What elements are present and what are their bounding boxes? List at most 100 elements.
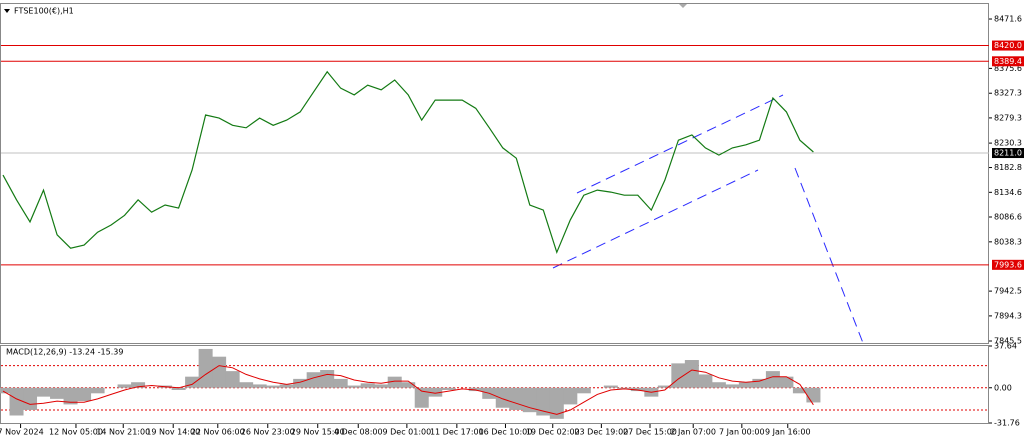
x-tick-label: 29 Nov 15:00	[291, 428, 345, 437]
x-tick-label: 27 Dec 15:00	[623, 428, 677, 437]
x-tick-label: 7 Nov 2024	[0, 428, 44, 437]
level-label: 8211.0	[994, 149, 1022, 158]
x-tick-label: 9 Dec 01:00	[383, 428, 432, 437]
macd-bar	[563, 387, 578, 405]
macd-bar	[212, 356, 227, 388]
macd-bar	[77, 387, 92, 402]
level-label: 7993.6	[994, 260, 1022, 269]
macd-bar	[738, 382, 753, 388]
x-tick-label: 19 Dec 02:00	[526, 428, 580, 437]
macd-bar	[792, 387, 807, 394]
macd-bar	[752, 378, 767, 388]
macd-bar	[347, 385, 362, 388]
macd-bar	[198, 348, 213, 388]
macd-bar	[360, 383, 375, 388]
macd-bar	[225, 371, 240, 388]
y-tick-label: -31.76	[994, 419, 1020, 428]
x-tick-label: 11 Dec 17:00	[430, 428, 484, 437]
level-label-box	[992, 259, 1024, 270]
macd-bar	[0, 387, 11, 394]
macd-bar	[185, 376, 200, 388]
x-tick-label: 16 Dec 10:00	[479, 428, 533, 437]
macd-bar	[779, 376, 794, 388]
y-tick-label: 8230.3	[994, 139, 1022, 148]
macd-bar	[171, 387, 186, 390]
macd-bar	[252, 384, 267, 388]
macd-bar	[617, 387, 632, 389]
macd-bar	[306, 372, 321, 388]
y-tick-label: 8038.3	[994, 237, 1022, 246]
macd-bar	[279, 384, 294, 388]
macd-bar	[414, 387, 429, 408]
x-tick-label: 12 Nov 05:00	[49, 428, 103, 437]
price-line	[2, 70, 814, 255]
macd-bar	[630, 387, 645, 392]
channel-upper	[576, 94, 784, 194]
signal-line	[2, 365, 814, 415]
x-tick-label: 9 Jan 16:00	[765, 428, 811, 437]
y-tick-label: 8471.6	[994, 15, 1022, 24]
macd-bar	[293, 378, 308, 388]
x-tick-label: 22 Nov 06:00	[191, 428, 245, 437]
trend-lines	[552, 94, 864, 344]
y-tick-label: 37.64	[994, 342, 1017, 351]
x-tick-label: 14 Nov 21:00	[96, 428, 150, 437]
macd-bar	[117, 384, 132, 388]
macd-bar	[9, 387, 24, 416]
macd-bar	[536, 387, 551, 416]
x-tick-label: 23 Dec 19:00	[574, 428, 628, 437]
macd-bar	[684, 360, 699, 388]
macd-bar	[509, 387, 524, 410]
y-tick-label: 7942.5	[994, 287, 1022, 296]
macd-bar	[374, 384, 389, 388]
macd-bar	[806, 387, 821, 403]
macd-bar	[387, 376, 402, 388]
macd-bar	[239, 382, 254, 388]
y-tick-label: 7894.3	[994, 311, 1022, 320]
macd-bar	[23, 387, 38, 410]
main-frame	[0, 3, 989, 344]
macd-bar	[441, 387, 456, 390]
x-tick-label: 26 Nov 23:00	[241, 428, 295, 437]
x-tick-label: 19 Nov 14:00	[146, 428, 200, 437]
macd-bar	[765, 371, 780, 388]
macd-bar	[549, 387, 564, 419]
y-tick-label: 8182.8	[994, 163, 1022, 172]
y-tick-label: 8327.3	[994, 89, 1022, 98]
macd-frame	[0, 345, 989, 424]
macd-bar	[576, 387, 591, 394]
y-tick-label: 0.00	[994, 383, 1012, 392]
macd-bar	[36, 387, 51, 397]
macd-title: MACD(12,26,9) -13.24 -15.39	[6, 348, 123, 357]
macd-bar	[603, 385, 618, 388]
channel-lower	[552, 169, 759, 269]
macd-bar	[63, 387, 78, 405]
macd-bar	[698, 374, 713, 388]
level-label-box	[992, 56, 1024, 67]
y-tick-label: 8134.6	[994, 188, 1022, 197]
macd-bar	[468, 387, 483, 392]
level-label: 8389.4	[994, 57, 1022, 66]
macd-bar	[495, 387, 510, 408]
macd-bar	[90, 387, 105, 394]
macd-bar	[657, 385, 672, 388]
macd-bar	[333, 378, 348, 388]
shift-marker[interactable]	[679, 4, 687, 8]
symbol-menu[interactable]	[4, 9, 10, 13]
macd-bar	[320, 370, 335, 388]
level-label: 8420.0	[994, 41, 1022, 50]
x-tick-label: 2 Jan 07:00	[670, 428, 716, 437]
x-tick-label: 7 Jan 00:00	[719, 428, 765, 437]
macd-bar	[428, 387, 443, 397]
macd-bar	[401, 382, 416, 388]
y-tick-label: 8279.3	[994, 113, 1022, 122]
level-label-box	[992, 148, 1024, 159]
y-tick-label: 8375.6	[994, 64, 1022, 73]
level-label-box	[992, 40, 1024, 51]
macd-bar	[725, 384, 740, 388]
x-tick-label: 4 Dec 08:00	[334, 428, 383, 437]
y-tick-label: 8086.6	[994, 213, 1022, 222]
symbol-title: FTSE100(€),H1	[14, 7, 74, 16]
